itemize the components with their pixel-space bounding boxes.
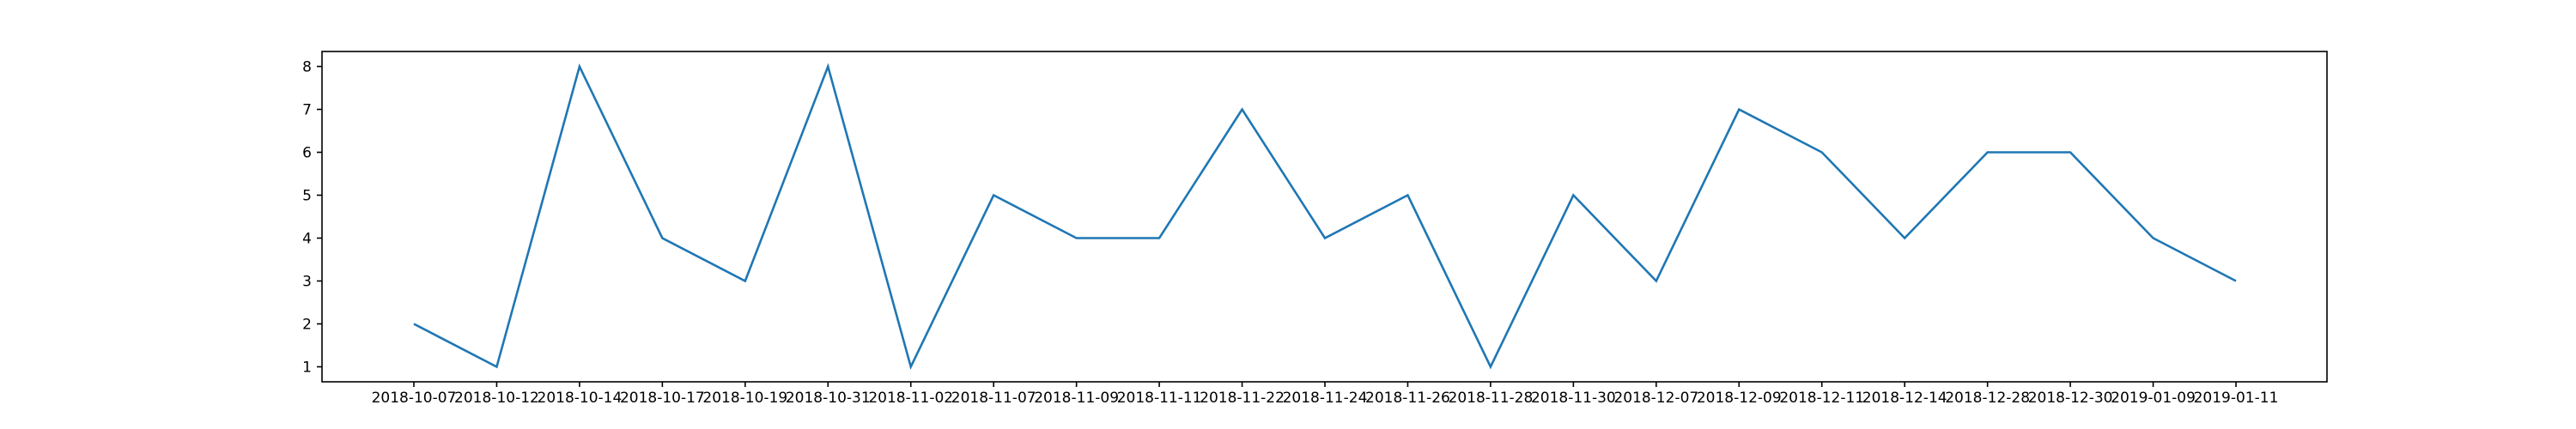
y-tick-label: 5 xyxy=(302,188,312,205)
x-tick-label: 2018-12-28 xyxy=(1945,390,2030,407)
x-tick-label: 2018-11-24 xyxy=(1283,390,1368,407)
x-tick-label: 2019-01-11 xyxy=(2194,390,2279,407)
ticks-layer: 123456782018-10-072018-10-122018-10-1420… xyxy=(302,59,2278,408)
y-tick-label: 8 xyxy=(302,59,312,76)
axes-frame xyxy=(321,51,2328,383)
series-layer xyxy=(413,63,2237,371)
x-tick-label: 2018-11-11 xyxy=(1117,390,1202,407)
y-tick-label: 4 xyxy=(302,231,312,248)
y-tick-label: 2 xyxy=(302,317,312,334)
x-tick-label: 2018-12-09 xyxy=(1697,390,1782,407)
series-line-0 xyxy=(413,63,2237,371)
y-tick-label: 7 xyxy=(302,102,312,119)
x-tick-label: 2018-11-07 xyxy=(951,390,1036,407)
y-tick-label: 1 xyxy=(302,360,312,377)
x-tick-label: 2018-10-19 xyxy=(702,390,787,407)
x-tick-label: 2018-12-11 xyxy=(1779,390,1864,407)
x-tick-label: 2018-10-14 xyxy=(538,390,623,407)
x-tick-label: 2018-11-26 xyxy=(1365,390,1450,407)
x-tick-label: 2018-10-12 xyxy=(454,390,539,407)
x-tick-label: 2018-11-09 xyxy=(1034,390,1119,407)
x-tick-label: 2018-12-07 xyxy=(1613,390,1698,407)
x-tick-label: 2019-01-09 xyxy=(2111,390,2196,407)
x-tick-label: 2018-11-28 xyxy=(1449,390,1534,407)
x-tick-label: 2018-10-31 xyxy=(786,390,871,407)
x-tick-label: 2018-11-30 xyxy=(1531,390,1616,407)
x-tick-label: 2018-10-17 xyxy=(620,390,705,407)
y-tick-label: 6 xyxy=(302,145,312,162)
y-tick-label: 3 xyxy=(302,274,312,291)
x-tick-label: 2018-12-30 xyxy=(2028,390,2113,407)
x-tick-label: 2018-11-22 xyxy=(1200,390,1285,407)
x-tick-label: 2018-12-14 xyxy=(1862,390,1947,407)
x-tick-label: 2018-10-07 xyxy=(372,390,457,407)
x-tick-label: 2018-11-02 xyxy=(868,390,953,407)
